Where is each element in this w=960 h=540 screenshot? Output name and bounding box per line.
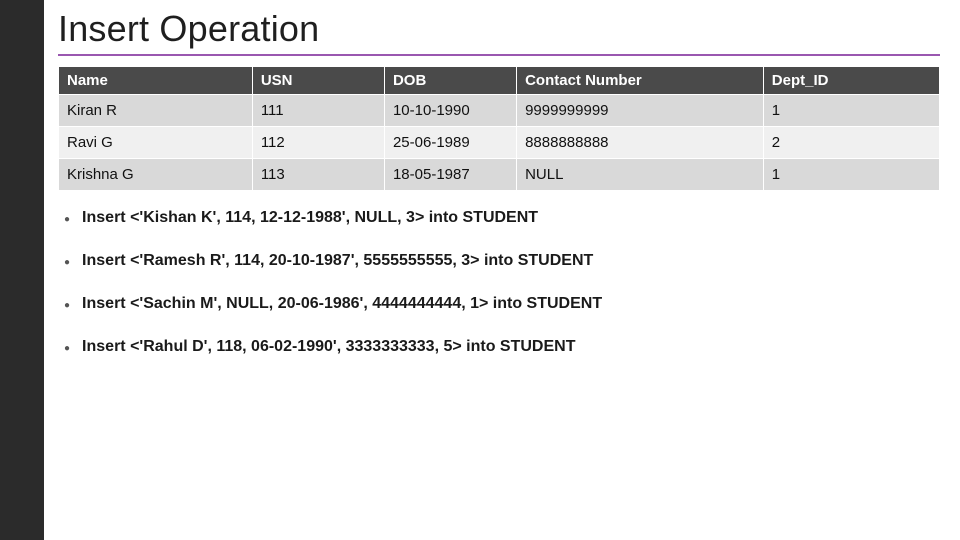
table-row: Kiran R11110-10-199099999999991 xyxy=(59,95,940,127)
list-item: ● Insert <'Kishan K', 114, 12-12-1988', N… xyxy=(64,209,940,230)
page-title: Insert Operation xyxy=(58,8,940,56)
table-header-row: NameUSNDOBContact NumberDept_ID xyxy=(59,67,940,95)
table-cell: NULL xyxy=(517,159,764,191)
list-item: ● Insert <'Sachin M', NULL, 20-06-1986', … xyxy=(64,295,940,316)
list-item: ● Insert <'Ramesh R', 114, 20-10-1987', 5… xyxy=(64,252,940,273)
table-col-header: USN xyxy=(252,67,384,95)
table-cell: 25-06-1989 xyxy=(384,127,516,159)
list-item: ● Insert <'Rahul D', 118, 06-02-1990', 33… xyxy=(64,338,940,359)
table-cell: 1 xyxy=(763,95,939,127)
table-cell: 2 xyxy=(763,127,939,159)
bullet-icon: ● xyxy=(64,339,70,359)
bullet-icon: ● xyxy=(64,210,70,230)
table-cell: Kiran R xyxy=(59,95,253,127)
bullet-icon: ● xyxy=(64,253,70,273)
student-table: NameUSNDOBContact NumberDept_ID Kiran R1… xyxy=(58,66,940,191)
table-cell: 8888888888 xyxy=(517,127,764,159)
table-row: Ravi G11225-06-198988888888882 xyxy=(59,127,940,159)
table-cell: 9999999999 xyxy=(517,95,764,127)
table-head: NameUSNDOBContact NumberDept_ID xyxy=(59,67,940,95)
table-col-header: Contact Number xyxy=(517,67,764,95)
insert-text: Insert <'Kishan K', 114, 12-12-1988', NU… xyxy=(82,209,538,227)
table-row: Krishna G11318-05-1987NULL1 xyxy=(59,159,940,191)
table-col-header: DOB xyxy=(384,67,516,95)
table-cell: 18-05-1987 xyxy=(384,159,516,191)
table-cell: 1 xyxy=(763,159,939,191)
table-cell: 113 xyxy=(252,159,384,191)
insert-text: Insert <'Rahul D', 118, 06-02-1990', 333… xyxy=(82,338,575,356)
table-cell: 111 xyxy=(252,95,384,127)
table-cell: 10-10-1990 xyxy=(384,95,516,127)
bullet-icon: ● xyxy=(64,296,70,316)
slide: Insert Operation NameUSNDOBContact Numbe… xyxy=(0,0,960,540)
insert-text: Insert <'Sachin M', NULL, 20-06-1986', 4… xyxy=(82,295,602,313)
table-col-header: Name xyxy=(59,67,253,95)
table-body: Kiran R11110-10-199099999999991Ravi G112… xyxy=(59,95,940,191)
insert-list: ● Insert <'Kishan K', 114, 12-12-1988', N… xyxy=(58,209,940,359)
table-cell: 112 xyxy=(252,127,384,159)
insert-text: Insert <'Ramesh R', 114, 20-10-1987', 55… xyxy=(82,252,593,270)
sidebar-accent xyxy=(0,0,44,540)
table-col-header: Dept_ID xyxy=(763,67,939,95)
table-cell: Krishna G xyxy=(59,159,253,191)
table-cell: Ravi G xyxy=(59,127,253,159)
main-content: Insert Operation NameUSNDOBContact Numbe… xyxy=(44,0,960,540)
